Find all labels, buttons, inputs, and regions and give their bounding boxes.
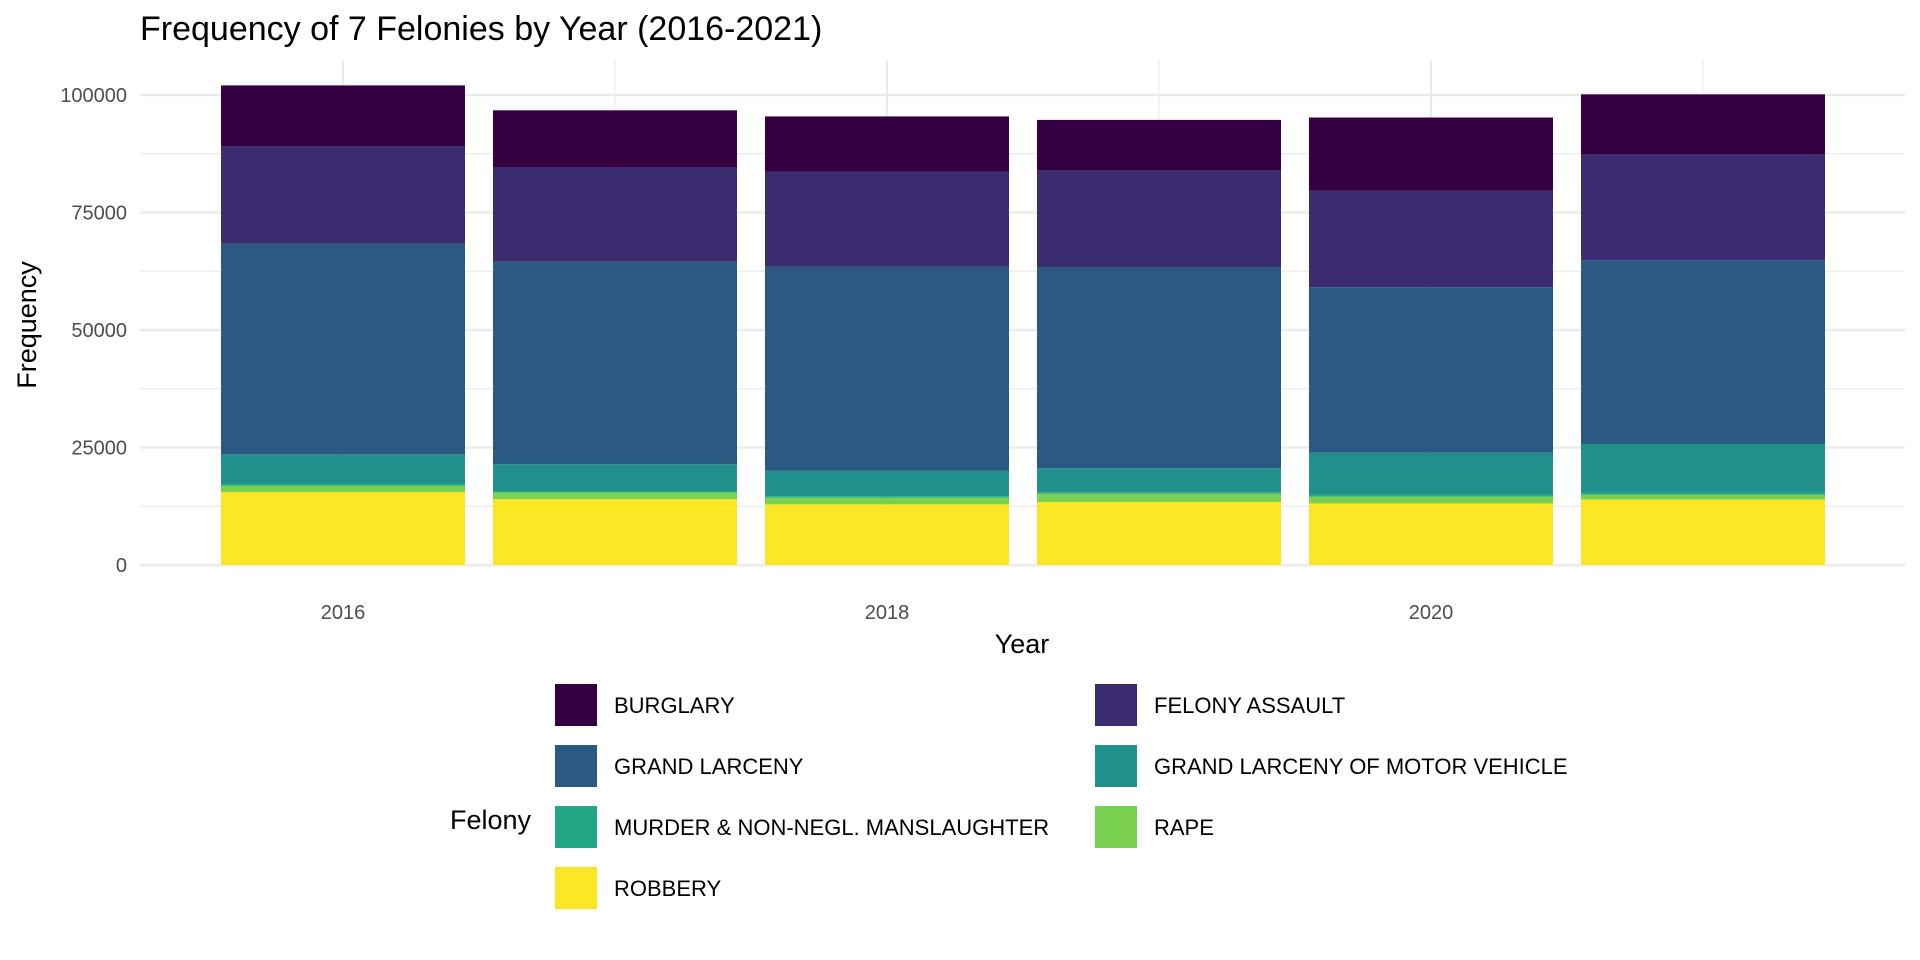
- x-axis-title: Year: [995, 629, 1050, 659]
- bar-segment: [765, 470, 1009, 497]
- bar-segment: [493, 499, 737, 565]
- x-axis-ticks: 2016 2018 2020: [321, 602, 1454, 624]
- bar-segment: [221, 243, 465, 455]
- bar-segment: [1309, 190, 1553, 288]
- legend-label: ROBBERY: [614, 876, 722, 901]
- bar-segment: [493, 167, 737, 262]
- bar-segment: [765, 496, 1009, 498]
- bar-segment: [221, 85, 465, 147]
- bar-segment: [493, 464, 737, 492]
- x-tick-label: 2020: [1409, 602, 1454, 624]
- bars: [221, 85, 1825, 565]
- bar-segment: [221, 146, 465, 244]
- bar-segment: [1581, 94, 1825, 155]
- legend-label: MURDER & NON-NEGL. MANSLAUGHTER: [614, 815, 1049, 840]
- legend-label: GRAND LARCENY OF MOTOR VEHICLE: [1154, 754, 1568, 779]
- bar-segment: [221, 483, 465, 486]
- bar-segment: [1581, 499, 1825, 565]
- bar-segment: [1309, 452, 1553, 495]
- bar-segment: [1037, 493, 1281, 503]
- legend-key: [1095, 806, 1137, 848]
- legend-label: FELONY ASSAULT: [1154, 693, 1345, 718]
- y-tick-label: 100000: [60, 85, 127, 107]
- chart-title: Frequency of 7 Felonies by Year (2016-20…: [140, 10, 822, 48]
- bar-segment: [1581, 494, 1825, 500]
- bar-segment: [1037, 492, 1281, 494]
- legend-key: [555, 684, 597, 726]
- bar-segment: [1309, 503, 1553, 565]
- y-tick-label: 25000: [71, 438, 127, 460]
- legend-label: RAPE: [1154, 815, 1214, 840]
- bar-segment: [1309, 496, 1553, 504]
- x-tick-label: 2016: [321, 602, 366, 624]
- bar-segment: [221, 485, 465, 493]
- bar-segment: [1037, 502, 1281, 565]
- legend: BURGLARY FELONY ASSAULT GRAND LARCENY GRAND…: [555, 684, 1568, 909]
- bar-segment: [765, 116, 1009, 172]
- bar-segment: [765, 504, 1009, 565]
- legend-key: [1095, 684, 1137, 726]
- bar-segment: [493, 491, 737, 493]
- bar-segment: [1309, 494, 1553, 497]
- legend-key: [1095, 745, 1137, 787]
- bar-segment: [765, 171, 1009, 267]
- legend-key: [555, 867, 597, 909]
- x-tick-label: 2018: [865, 602, 910, 624]
- bar-segment: [765, 266, 1009, 471]
- bar-segment: [221, 492, 465, 565]
- y-axis-title: Frequency: [12, 261, 42, 389]
- legend-title: Felony: [450, 805, 532, 835]
- bar-segment: [765, 497, 1009, 505]
- bar-segment: [1309, 287, 1553, 453]
- bar-segment: [1581, 154, 1825, 261]
- bar-segment: [1037, 468, 1281, 493]
- bar-segment: [1037, 267, 1281, 469]
- bar-segment: [1309, 117, 1553, 191]
- legend-label: BURGLARY: [614, 693, 735, 718]
- bar-segment: [493, 261, 737, 465]
- y-tick-label: 50000: [71, 320, 127, 342]
- legend-key: [555, 745, 597, 787]
- bar-segment: [1581, 492, 1825, 495]
- bar-segment: [221, 454, 465, 484]
- bar-segment: [493, 110, 737, 168]
- bar-segment: [1037, 170, 1281, 268]
- bar-segment: [493, 492, 737, 500]
- y-tick-label: 0: [116, 555, 127, 577]
- bar-segment: [1581, 260, 1825, 445]
- y-tick-label: 75000: [71, 203, 127, 225]
- bar-segment: [1037, 119, 1281, 171]
- bar-segment: [1581, 444, 1825, 493]
- legend-key: [555, 806, 597, 848]
- y-axis-ticks: 0 25000 50000 75000 100000: [60, 85, 127, 577]
- legend-label: GRAND LARCENY: [614, 754, 804, 779]
